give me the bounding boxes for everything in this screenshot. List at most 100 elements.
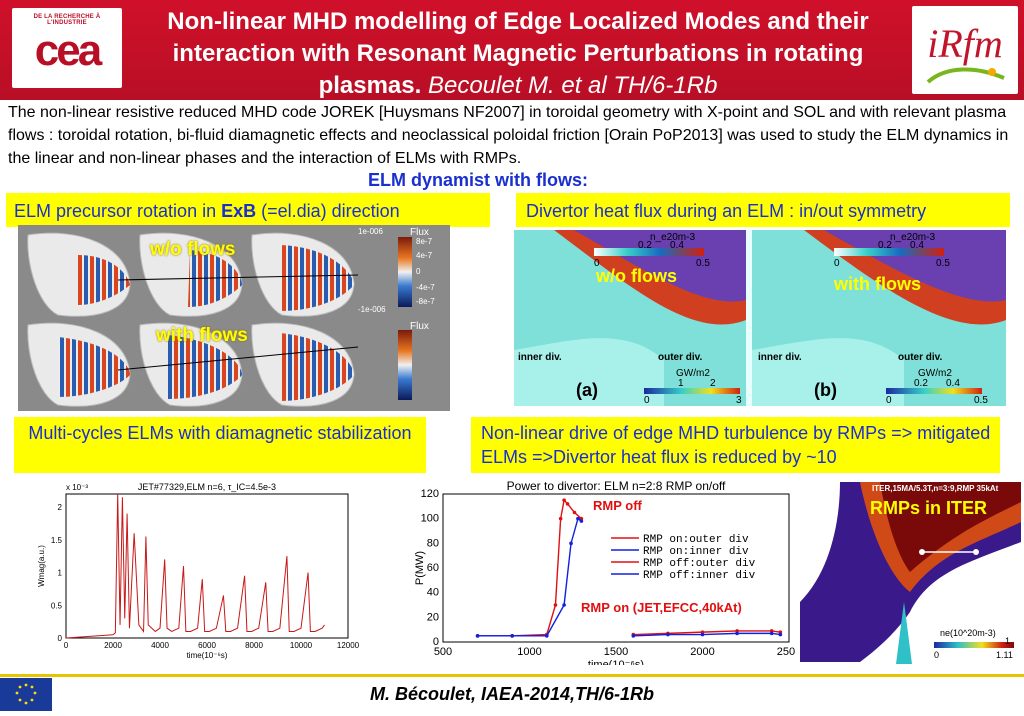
x-tick-label: 2000 bbox=[690, 646, 714, 658]
data-point bbox=[769, 629, 774, 633]
density-tick-b: 0 bbox=[834, 258, 840, 269]
power-chart-svg: Power to divertor: ELM n=2:8 RMP on/off 5… bbox=[415, 480, 795, 665]
y-tick-label: 120 bbox=[421, 488, 439, 500]
data-point bbox=[666, 632, 670, 637]
data-point bbox=[510, 634, 514, 638]
flux-tick-a: 2 bbox=[710, 378, 716, 389]
y-tick-label: 0 bbox=[433, 636, 439, 648]
label-without-flows: w/o flows bbox=[150, 239, 236, 260]
colorbar-tick: 1e-006 bbox=[358, 227, 383, 236]
footer-citation: M. Bécoulet, IAEA-2014,TH/6-1Rb bbox=[369, 684, 655, 704]
inner-div-label-b: inner div. bbox=[758, 352, 802, 363]
y-tick-label: 60 bbox=[427, 562, 439, 574]
y-tick-label: 40 bbox=[427, 587, 439, 599]
x-tick-label: 0 bbox=[64, 641, 69, 650]
colorbar-title-top: Flux bbox=[410, 227, 429, 238]
iter-divertor-image bbox=[800, 482, 1021, 664]
density-tick-a: 0.2 bbox=[638, 240, 652, 251]
data-point bbox=[735, 629, 739, 633]
inner-div-label-a: inner div. bbox=[518, 352, 562, 363]
eu-flag-icon bbox=[0, 678, 52, 711]
panel-tag-b: (b) bbox=[814, 380, 837, 400]
y-scale-note: x 10⁻³ bbox=[66, 483, 88, 492]
density-title-a: n_e20m-3 bbox=[650, 232, 696, 243]
outer-div-label-a: outer div. bbox=[658, 352, 703, 363]
wmag-chart: JET#77329,ELM n=6, τ_IC=4.5e-3 0 2000 4000 6… bbox=[36, 480, 376, 662]
plasma-cross-sections-image bbox=[27, 232, 412, 407]
title-author: Becoulet M. et al TH/6-1Rb bbox=[427, 72, 718, 99]
cea-logo: DE LA RECHERCHE À L'INDUSTRIE cea bbox=[12, 8, 122, 88]
x-axis-label: time(10⁻⁶s) bbox=[588, 659, 644, 665]
cea-tagline: DE LA RECHERCHE À L'INDUSTRIE bbox=[33, 14, 101, 26]
precursor-text-bold: ExB bbox=[221, 201, 257, 221]
outer-div-label-b: outer div. bbox=[898, 352, 943, 363]
x-tick-label: 4000 bbox=[151, 641, 169, 650]
x-tick-label: 10000 bbox=[290, 641, 313, 650]
x-axis-label: time(10⁻⁶s) bbox=[187, 651, 228, 660]
iter-colorbar-title: ne(10^20m-3) bbox=[940, 628, 996, 638]
data-point bbox=[735, 631, 739, 636]
wmag-chart-svg: JET#77329,ELM n=6, τ_IC=4.5e-3 0 2000 4000 6… bbox=[37, 482, 360, 660]
density-tick-a: 0.5 bbox=[696, 258, 710, 269]
series-line bbox=[65, 493, 325, 639]
precursor-text-post: (=el.dia) direction bbox=[256, 201, 400, 221]
legend-entry: RMP on:inner div bbox=[643, 546, 749, 558]
x-tick-label: 8000 bbox=[245, 641, 263, 650]
y-tick-label: 2 bbox=[58, 503, 63, 512]
multicycle-elms-box: Multi-cycles ELMs with diamagnetic stabi… bbox=[14, 417, 426, 473]
iter-colorbar-tick: 1.11 bbox=[996, 650, 1013, 660]
annotation-rmp-on: RMP on (JET,EFCC,40kAt) bbox=[581, 600, 742, 615]
chart-title: Power to divertor: ELM n=2:8 RMP on/off bbox=[507, 480, 726, 493]
colorbar-tick: -8e-7 bbox=[416, 297, 435, 306]
cea-wordmark: cea bbox=[34, 26, 102, 75]
legend-entry: RMP off:outer div bbox=[643, 558, 756, 570]
y-tick-label: 80 bbox=[427, 537, 439, 549]
precursor-text-pre: ELM precursor rotation in bbox=[14, 201, 222, 221]
data-point bbox=[558, 516, 563, 521]
precursor-rotation-box: ELM precursor rotation in ExB (=el.dia) … bbox=[6, 193, 490, 227]
footer-divider bbox=[0, 674, 1024, 677]
legend-entry: RMP on:outer div bbox=[643, 534, 749, 546]
colorbar-tick: 8e-7 bbox=[416, 237, 433, 246]
data-point bbox=[572, 510, 577, 515]
data-point bbox=[778, 630, 783, 634]
y-tick-label: 20 bbox=[427, 611, 439, 623]
data-point bbox=[553, 603, 558, 607]
flux-tick-a: 3 bbox=[736, 395, 742, 406]
y-axis-label: Wmag(a.u.) bbox=[37, 545, 46, 587]
series-line bbox=[477, 517, 582, 637]
density-title-b: n_e20m-3 bbox=[890, 232, 936, 243]
colorbar-tick: 0 bbox=[416, 267, 421, 276]
colorbar-title-bottom: Flux bbox=[410, 321, 429, 332]
irfm-swoosh-icon bbox=[926, 67, 1005, 84]
x-tick-label: 500 bbox=[434, 646, 452, 658]
data-point bbox=[778, 632, 783, 637]
x-tick-label: 1500 bbox=[604, 646, 628, 658]
label-with-flows: with flows bbox=[834, 274, 921, 294]
x-tick-label: 6000 bbox=[198, 641, 216, 650]
density-tick-a: 0 bbox=[594, 258, 600, 269]
iter-label: RMPs in ITER bbox=[870, 498, 988, 518]
data-point bbox=[769, 631, 774, 636]
density-tick-a: 0.4 bbox=[670, 240, 684, 251]
power-divertor-chart: Power to divertor: ELM n=2:8 RMP on/off 5… bbox=[415, 480, 795, 665]
y-tick-label: 1.5 bbox=[51, 536, 63, 545]
x-tick-label: 1000 bbox=[517, 646, 541, 658]
plot-frame bbox=[442, 493, 790, 643]
divertor-density-maps-image bbox=[514, 230, 1006, 406]
density-tick-b: 0.5 bbox=[936, 258, 950, 269]
plot-frame bbox=[65, 493, 349, 639]
x-tick-label: 2000 bbox=[104, 641, 122, 650]
chart-title: JET#77329,ELM n=6, τ_IC=4.5e-3 bbox=[138, 482, 276, 492]
x-tick-label: 12000 bbox=[337, 641, 360, 650]
y-axis-label: P(MW) bbox=[415, 551, 426, 585]
divertor-heat-flux-figure: n_e20m-3 n_e20m-3 0.2 0.4 0 0.5 0.2 0.4 … bbox=[514, 230, 1006, 406]
y-tick-label: 0 bbox=[58, 634, 63, 643]
data-point bbox=[631, 634, 636, 638]
data-point bbox=[579, 516, 584, 521]
intro-paragraph: The non-linear resistive reduced MHD cod… bbox=[8, 104, 1009, 167]
data-point bbox=[569, 541, 573, 546]
label-without-flows: w/o flows bbox=[596, 266, 677, 286]
iter-colorbar-tick: 0 bbox=[934, 650, 940, 660]
